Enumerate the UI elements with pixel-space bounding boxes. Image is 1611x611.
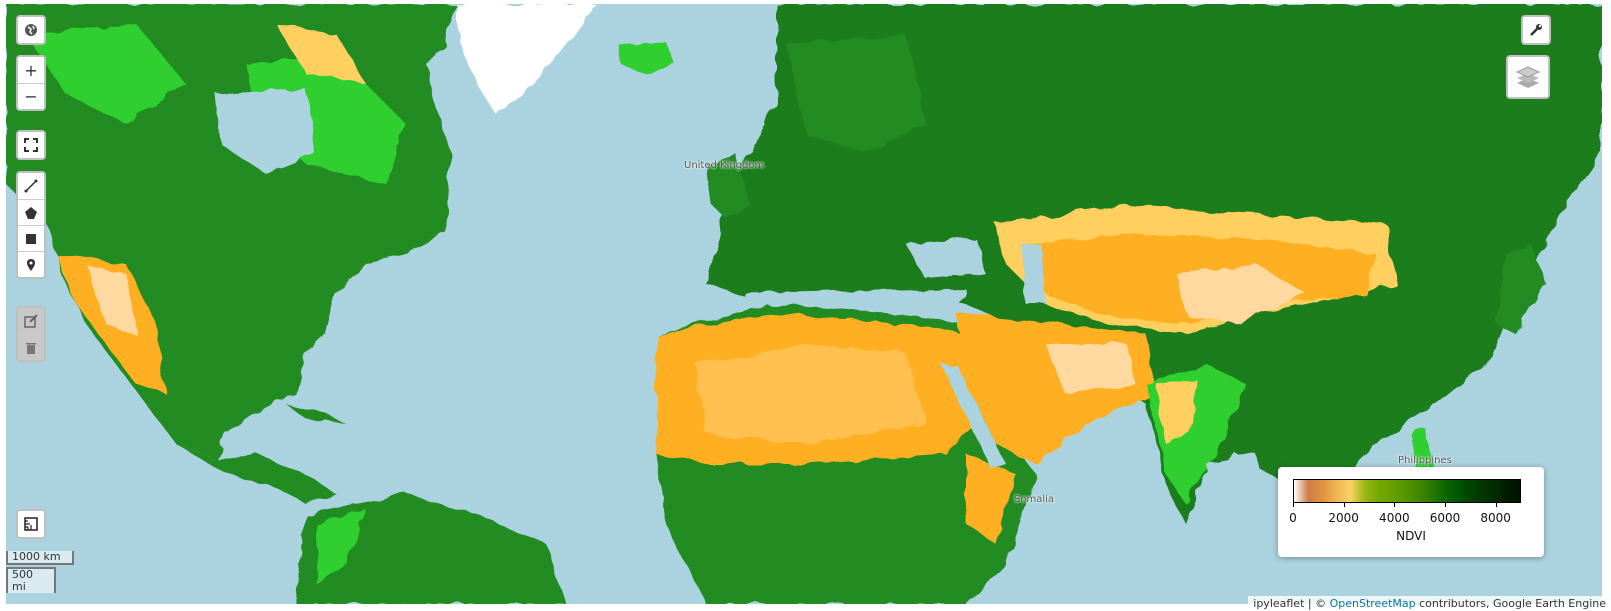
legend-tick-mark [1293,503,1294,507]
south-america [296,494,566,604]
legend-tick-label: 8000 [1480,511,1511,525]
edit-layers-button[interactable] [18,308,44,334]
scale-imperial: 500 mi [6,567,56,593]
delete-layers-button[interactable] [18,334,44,360]
draw-marker-button[interactable] [18,251,44,277]
basemap-globe-button[interactable] [16,15,46,45]
place-label-philippines: Philippines [1398,455,1452,466]
zoom-control: + − [16,55,46,111]
map-canvas[interactable]: United Kingdom Philippines Somalia [6,4,1602,604]
polyline-icon [24,179,38,193]
fullscreen-button[interactable] [16,130,46,160]
legend-tick-label: 6000 [1429,511,1461,525]
edit-icon [24,314,38,328]
fullscreen-icon [18,132,44,158]
draw-polygon-button[interactable] [18,199,44,225]
attribution-prefix: ipyleaflet | © [1253,597,1330,610]
polygon-icon [25,206,37,219]
legend-tick-mark [1495,503,1497,507]
legend-title: NDVI [1396,529,1426,543]
legend-tick-mark [1394,503,1396,507]
ndvi-terrain [6,4,1602,604]
trash-icon [26,342,36,354]
edit-toolbar [16,306,46,362]
draw-polyline-button[interactable] [18,173,44,199]
attribution: ipyleaflet | © OpenStreetMap contributor… [1248,596,1611,611]
zoom-in-button[interactable]: + [24,60,38,80]
legend-tick-mark [1343,503,1345,507]
wrench-icon [1523,17,1549,43]
zoom-out-button[interactable]: − [18,83,44,109]
legend-tick-mark [1445,503,1446,507]
legend-tick-label: 0 [1289,511,1297,525]
scale-metric: 1000 km [6,551,74,565]
attribution-suffix: contributors, Google Earth Engine [1415,597,1606,610]
globe-icon [18,17,44,43]
ruler-icon [18,511,44,537]
greenland [456,4,596,114]
marker-icon [27,258,35,271]
ndvi-colorbar [1293,479,1521,503]
layers-icon [1508,57,1548,97]
ndvi-legend: 0 2000 4000 6000 8000 NDVI [1278,467,1544,557]
rectangle-icon [26,233,36,244]
draw-rectangle-button[interactable] [18,225,44,251]
place-label-uk: United Kingdom [684,160,765,171]
osm-link[interactable]: OpenStreetMap [1329,597,1416,610]
draw-toolbar [16,171,46,279]
place-label-somalia: Somalia [1014,494,1055,505]
legend-tick-label: 4000 [1379,511,1410,525]
legend-tick-label: 2000 [1328,511,1359,525]
layers-control[interactable] [1506,55,1550,99]
measure-button[interactable] [16,509,46,539]
toolbar-wrench-button[interactable] [1521,15,1551,45]
